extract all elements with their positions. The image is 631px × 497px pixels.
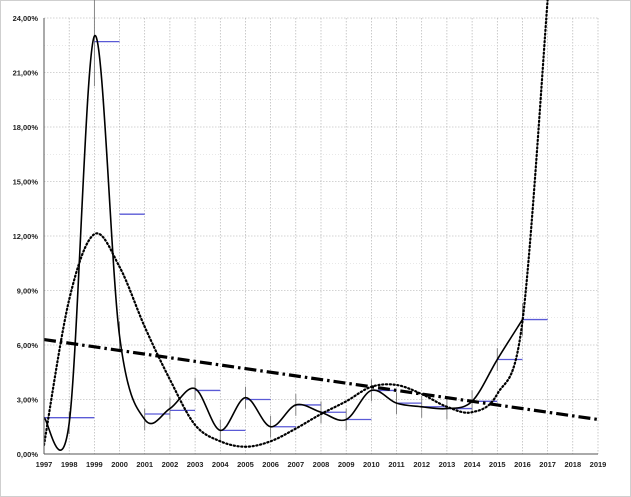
x-tick-label: 2003 (187, 460, 204, 469)
series-line-dotted-polynomial-trend (44, 0, 549, 448)
x-tick-label: 2004 (212, 460, 230, 469)
y-tick-label: 12,00% (13, 232, 39, 241)
y-tick-label: 0,00% (17, 450, 39, 459)
x-tick-label: 1998 (61, 460, 78, 469)
y-tick-label: 18,00% (13, 123, 39, 132)
x-tick-label: 2008 (313, 460, 330, 469)
x-tick-label: 2009 (338, 460, 355, 469)
x-tick-label: 2010 (363, 460, 380, 469)
x-tick-label: 2014 (464, 460, 482, 469)
axes (43, 18, 598, 455)
y-tick-label: 15,00% (13, 178, 39, 187)
x-tick-label: 2007 (287, 460, 304, 469)
y-tick-labels: 0,00% 3,00% 6,00% 9,00% 12,00% 15,00% 18,00% 21… (13, 14, 39, 459)
x-tick-label: 2019 (590, 460, 607, 469)
series-line-solid-smoothed (44, 35, 524, 451)
gridlines (43, 17, 599, 455)
x-tick-labels: 1997 1998 1999 2000 2001 2002 2003 2004 2005 2006… (36, 460, 607, 469)
series-line-dash-dot-linear-trend (44, 337, 599, 422)
y-tick-label: 3,00% (17, 396, 39, 405)
x-tick-label: 2001 (136, 460, 153, 469)
x-tick-label: 2012 (413, 460, 430, 469)
x-tick-label: 2000 (111, 460, 128, 469)
x-tick-label: 2015 (489, 460, 506, 469)
x-tick-label: 2018 (564, 460, 581, 469)
x-tick-label: 2013 (439, 460, 456, 469)
x-tick-label: 2016 (514, 460, 531, 469)
x-tick-label: 2005 (237, 460, 254, 469)
x-tick-label: 1999 (86, 460, 103, 469)
x-tick-label: 2002 (162, 460, 179, 469)
x-tick-label: 1997 (36, 460, 53, 469)
y-tick-label: 21,00% (13, 69, 39, 78)
y-tick-label: 9,00% (17, 287, 39, 296)
x-tick-label: 2017 (539, 460, 556, 469)
x-tick-label: 2011 (388, 460, 404, 469)
y-tick-label: 24,00% (13, 14, 39, 23)
y-tick-label: 6,00% (17, 341, 39, 350)
series-lines (44, 0, 599, 451)
x-tick-label: 2006 (262, 460, 279, 469)
